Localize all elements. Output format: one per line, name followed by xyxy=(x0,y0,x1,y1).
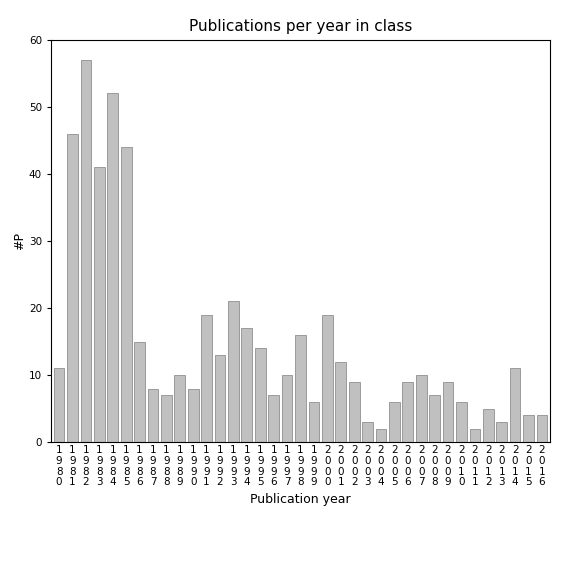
Bar xyxy=(510,369,521,442)
Bar xyxy=(134,341,145,442)
Bar xyxy=(456,402,467,442)
Bar xyxy=(188,388,198,442)
Bar xyxy=(496,422,507,442)
Bar xyxy=(322,315,333,442)
Bar xyxy=(483,409,494,442)
Y-axis label: #P: #P xyxy=(13,232,26,250)
Bar xyxy=(523,416,534,442)
Bar xyxy=(403,382,413,442)
Bar xyxy=(443,382,454,442)
Bar xyxy=(228,302,239,442)
Bar xyxy=(201,315,212,442)
Bar xyxy=(349,382,359,442)
Bar xyxy=(54,369,65,442)
Bar xyxy=(175,375,185,442)
Bar xyxy=(295,335,306,442)
Bar xyxy=(161,395,172,442)
Bar xyxy=(282,375,293,442)
Bar xyxy=(94,167,105,442)
Bar xyxy=(536,416,547,442)
Bar xyxy=(268,395,279,442)
Bar xyxy=(255,348,265,442)
X-axis label: Publication year: Publication year xyxy=(250,493,351,506)
Bar xyxy=(107,94,118,442)
Bar xyxy=(121,147,132,442)
Bar xyxy=(215,355,226,442)
Bar xyxy=(81,60,91,442)
Bar xyxy=(389,402,400,442)
Title: Publications per year in class: Publications per year in class xyxy=(189,19,412,35)
Bar xyxy=(242,328,252,442)
Bar xyxy=(375,429,386,442)
Bar xyxy=(362,422,373,442)
Bar xyxy=(147,388,158,442)
Bar xyxy=(469,429,480,442)
Bar xyxy=(67,134,78,442)
Bar xyxy=(336,362,346,442)
Bar xyxy=(308,402,319,442)
Bar xyxy=(416,375,426,442)
Bar xyxy=(429,395,440,442)
